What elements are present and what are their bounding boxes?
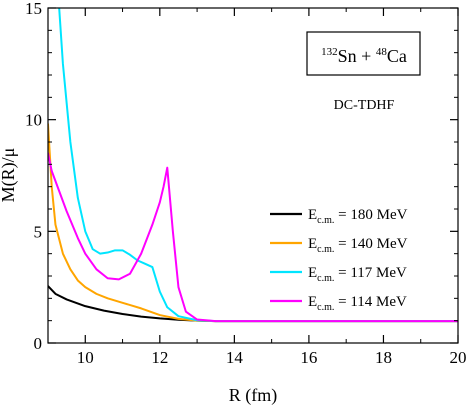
x-tick-label: 14 <box>226 348 244 367</box>
x-axis-label: R (fm) <box>229 385 278 406</box>
legend-label-rest: = 180 MeV <box>334 207 407 223</box>
legend-label-main: E <box>308 265 317 281</box>
legend-label-2: Ec.m. = 140 MeV <box>308 236 408 255</box>
reaction-label: 132Sn + 48Ca <box>321 46 407 66</box>
ticks-layer <box>48 7 459 344</box>
legend-label-sub: c.m. <box>317 244 334 255</box>
legend-label-rest: = 140 MeV <box>334 236 407 252</box>
legend-label-rest: = 117 MeV <box>334 265 407 281</box>
series-line-4 <box>48 152 458 323</box>
x-tick-label: 18 <box>375 348 392 367</box>
reaction-sup-2: 48 <box>376 46 388 58</box>
x-tick-label: 12 <box>151 348 168 367</box>
legend-label-sub: c.m. <box>317 273 334 284</box>
reaction-sup-1: 132 <box>321 46 338 58</box>
series-layer <box>48 8 458 323</box>
legend-label-rest: = 114 MeV <box>334 294 407 310</box>
plot-frame <box>47 7 459 344</box>
legend-label-sub: c.m. <box>317 215 334 226</box>
reaction-box <box>306 31 421 76</box>
reaction-element-2: Ca <box>387 46 407 66</box>
y-tick-label: 5 <box>34 222 43 241</box>
x-tick-label: 16 <box>300 348 317 367</box>
legend-label-sub: c.m. <box>317 302 334 313</box>
y-tick-label: 15 <box>25 0 42 18</box>
legend-label-4: Ec.m. = 114 MeV <box>308 294 407 313</box>
reaction-element-1: Sn + <box>338 46 376 66</box>
tick-labels-layer: 10 12 14 16 18 20 0 5 10 15 <box>25 0 467 367</box>
method-label: DC-TDHF <box>334 98 395 113</box>
legend-label-3: Ec.m. = 117 MeV <box>308 265 407 284</box>
y-tick-label: 10 <box>25 111 42 130</box>
x-tick-label: 10 <box>77 348 94 367</box>
y-axis-label: M(R)/μ <box>0 148 19 203</box>
legend-label-1: Ec.m. = 180 MeV <box>308 207 408 226</box>
reaction-label-box: 132Sn + 48Ca <box>306 31 421 76</box>
x-tick-label: 20 <box>450 348 467 367</box>
y-tick-label: 0 <box>34 334 43 353</box>
legend-label-main: E <box>308 294 317 310</box>
legend-label-main: E <box>308 207 317 223</box>
legend-label-main: E <box>308 236 317 252</box>
